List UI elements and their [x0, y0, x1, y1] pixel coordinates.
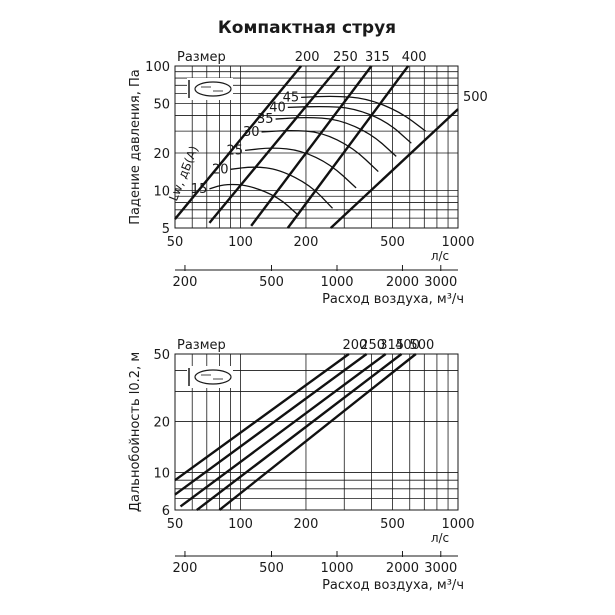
size-series-label: 500 [409, 338, 434, 353]
secondary-x-tick-label: 3000 [424, 275, 457, 290]
secondary-x-tick-label: 200 [173, 275, 198, 290]
y-axis-label: Дальнобойность l0.2, м [128, 352, 143, 512]
size-series-label: 315 [365, 50, 390, 65]
size-line-315 [250, 65, 373, 227]
x-tick-label: 100 [228, 235, 253, 250]
secondary-x-tick-label: 500 [259, 561, 284, 576]
icon-background [187, 78, 233, 100]
noise-curve-20 [230, 166, 334, 209]
x-tick-label: 50 [167, 235, 184, 250]
nozzle-jet-icon [187, 78, 233, 100]
x-tick-label: 100 [228, 517, 253, 532]
x-tick-label: 1000 [441, 517, 474, 532]
size-series-label: 200 [342, 338, 367, 353]
secondary-x-tick-label: 2000 [386, 561, 419, 576]
plot-frame [174, 65, 459, 229]
size-line-500 [329, 108, 459, 229]
y-tick-label: 50 [153, 97, 170, 112]
secondary-x-tick-label: 1000 [320, 561, 353, 576]
size-line-250 [208, 65, 341, 224]
secondary-x-axis-label: Расход воздуха, м³/ч [322, 292, 464, 307]
size-series-label: 250 [360, 338, 385, 353]
y-tick-label: 6 [162, 504, 170, 519]
plot-frame [174, 353, 459, 511]
size-line-250 [174, 353, 368, 496]
noise-curve-25 [245, 147, 357, 189]
size-series-label: 250 [333, 50, 358, 65]
y-tick-label: 5 [162, 222, 170, 237]
noise-curve-35 [275, 117, 397, 157]
x-tick-label: 50 [167, 517, 184, 532]
secondary-x-tick-label: 3000 [424, 561, 457, 576]
size-series-label: 500 [463, 90, 488, 105]
x-tick-label: 500 [380, 235, 405, 250]
noise-curve-40 [287, 105, 412, 144]
size-line-400 [196, 353, 403, 511]
y-tick-label: 10 [153, 466, 170, 481]
noise-curve-label: 20 [212, 162, 229, 177]
y-tick-label: 50 [153, 348, 170, 363]
size-series-label: 400 [395, 338, 420, 353]
noise-curve-label: 25 [227, 143, 244, 158]
secondary-x-axis-label: Расход воздуха, м³/ч [322, 578, 464, 593]
x-unit-label: л/с [431, 531, 449, 545]
x-tick-label: 200 [294, 517, 319, 532]
noise-curve-15 [209, 183, 300, 216]
size-line-400 [286, 65, 410, 229]
size-series-label: 400 [402, 50, 427, 65]
y-tick-label: 20 [153, 415, 170, 430]
x-tick-label: 500 [380, 517, 405, 532]
size-label: Размер [177, 338, 226, 353]
size-line-200 [174, 65, 303, 220]
nozzle-jet-icon [187, 366, 233, 388]
secondary-x-tick-label: 500 [259, 275, 284, 290]
y-axis-label: Падение давления, Па [128, 69, 143, 225]
page-title: Компактная струя [218, 18, 396, 38]
secondary-x-tick-label: 200 [173, 561, 198, 576]
size-line-200 [174, 353, 350, 482]
size-line-315 [179, 353, 387, 508]
noise-curve-label: 45 [283, 90, 300, 105]
x-tick-label: 1000 [441, 235, 474, 250]
noise-curve-30 [261, 130, 379, 173]
icon-jet [194, 81, 232, 97]
x-tick-label: 200 [294, 235, 319, 250]
y-tick-label: 100 [145, 60, 170, 75]
size-series-label: 200 [295, 50, 320, 65]
secondary-x-tick-label: 2000 [386, 275, 419, 290]
x-unit-label: л/с [431, 249, 449, 263]
icon-background [187, 366, 233, 388]
noise-curve-label: 30 [243, 125, 260, 140]
icon-jet [194, 369, 232, 385]
y-tick-label: 20 [153, 147, 170, 162]
size-label: Размер [177, 50, 226, 65]
secondary-x-tick-label: 1000 [320, 275, 353, 290]
noise-curve-label: 40 [269, 100, 286, 115]
size-series-label: 315 [379, 338, 404, 353]
size-line-500 [218, 353, 417, 511]
y-tick-label: 10 [153, 185, 170, 200]
